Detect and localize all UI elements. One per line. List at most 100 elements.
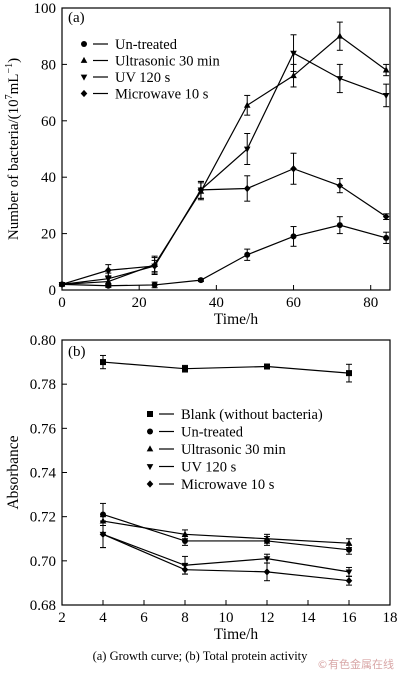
legend-item-microwave-10-s: Microwave 10 s: [146, 477, 275, 493]
legend-label: Un-treated: [115, 37, 178, 53]
data-point: [382, 213, 390, 221]
x-tick-label: 0: [58, 295, 66, 311]
legend-item-un-treated: Un-treated: [147, 425, 244, 441]
data-point: [383, 234, 390, 241]
legend-label: Microwave 10 s: [181, 477, 275, 493]
x-tick-label: 18: [383, 610, 398, 626]
data-point: [290, 165, 297, 173]
legend-item-uv-120-s: UV 120 s: [80, 70, 171, 86]
data-point: [345, 539, 353, 546]
legend-item-uv-120-s: UV 120 s: [146, 460, 237, 476]
data-point: [100, 511, 106, 518]
x-tick-label: 8: [181, 610, 189, 626]
x-tick-label: 6: [140, 610, 148, 626]
watermark: ©有色金属在线: [317, 658, 394, 671]
data-point: [346, 546, 352, 553]
y-axis-label: Absorbance: [5, 435, 22, 509]
data-point: [290, 50, 297, 57]
data-point: [243, 184, 251, 193]
data-point: [197, 277, 204, 284]
legend-marker: [80, 89, 88, 98]
data-point: [182, 365, 188, 372]
data-point: [382, 93, 390, 100]
series-line: [61, 168, 387, 285]
data-point: [263, 568, 271, 576]
data-point: [243, 146, 251, 153]
series-line: [61, 224, 387, 287]
data-point: [290, 233, 297, 240]
data-point: [345, 577, 353, 585]
series-un-treated: [100, 502, 352, 555]
data-point: [151, 262, 158, 270]
data-point: [336, 182, 344, 190]
legend-marker: [147, 428, 153, 435]
data-point: [336, 222, 343, 229]
series-microwave-10-s: [99, 520, 353, 586]
legend-label: UV 120 s: [181, 460, 237, 476]
y-tick-label: 20: [41, 227, 56, 243]
data-point: [244, 251, 251, 258]
data-point: [336, 32, 344, 39]
chart-panel-a: 0 20 40 60 80 0 20 40 60 80 100 Time/h Number of bac…: [4, 1, 391, 328]
series-ultrasonic-30-min: [58, 21, 390, 288]
data-point: [345, 569, 353, 576]
data-point: [263, 556, 271, 563]
data-point: [105, 266, 112, 274]
series-ultrasonic-30-min: [99, 516, 353, 549]
x-tick-label: 12: [260, 610, 275, 626]
data-point: [197, 186, 205, 194]
legend-item-ultrasonic-30-min: Ultrasonic 30 min: [80, 54, 220, 70]
legend-label: UV 120 s: [115, 70, 171, 86]
x-axis-label: Time/h: [214, 311, 258, 328]
data-point: [181, 566, 189, 574]
x-tick-label: 60: [286, 295, 301, 311]
series-line: [61, 52, 387, 285]
plot-frame: [61, 7, 391, 291]
data-point: [263, 535, 271, 542]
x-tick-label: 20: [132, 295, 147, 311]
y-axis-label-part: ): [6, 58, 22, 63]
x-tick-label: 4: [99, 610, 107, 626]
data-point: [181, 530, 189, 537]
legend-marker: [81, 41, 87, 47]
chart-panel-b: 2 4 6 8 10 12 14 16 18 0.68 0.70 0.72 0.74 0.76 0.78 0.…: [5, 333, 398, 643]
data-point: [105, 276, 112, 283]
y-axis-label-part: 7: [4, 94, 15, 99]
series-line: [102, 361, 350, 374]
figure-caption: (a) Growth curve; (b) Total protein acti…: [92, 649, 308, 663]
data-point: [264, 363, 270, 370]
legend-marker: [80, 74, 88, 81]
series-line: [102, 533, 350, 573]
series-line: [61, 35, 387, 285]
series-microwave-10-s: [58, 152, 390, 288]
legend-item-microwave-10-s: Microwave 10 s: [80, 87, 209, 103]
y-axis-label-part: −1: [4, 63, 15, 74]
data-point: [99, 530, 107, 538]
y-tick-label: 100: [34, 1, 57, 17]
x-tick-label: 2: [58, 610, 66, 626]
data-point: [182, 537, 188, 544]
x-tick-label: 40: [209, 295, 224, 311]
x-tick-label: 10: [219, 610, 234, 626]
data-point: [99, 517, 107, 524]
legend-label: Ultrasonic 30 min: [115, 54, 220, 70]
legend-marker: [146, 464, 154, 471]
y-tick-label: 0: [49, 283, 57, 299]
y-tick-label: 60: [41, 114, 56, 130]
panel-label: (b): [68, 344, 86, 360]
legend-label: Un-treated: [181, 425, 244, 441]
data-point: [290, 72, 297, 79]
data-point: [346, 370, 352, 377]
legend-label: Ultrasonic 30 min: [181, 442, 286, 458]
y-tick-label: 0.74: [30, 466, 57, 482]
legend-marker: [146, 445, 154, 452]
legend-marker: [146, 480, 154, 488]
data-point: [336, 76, 344, 83]
data-point: [243, 101, 251, 108]
y-tick-label: 0.80: [30, 333, 56, 349]
x-axis-label: Time/h: [214, 626, 258, 643]
legend-label: Blank (without bacteria): [181, 407, 323, 423]
data-point: [151, 281, 158, 288]
legend-item-un-treated: Un-treated: [81, 37, 178, 53]
